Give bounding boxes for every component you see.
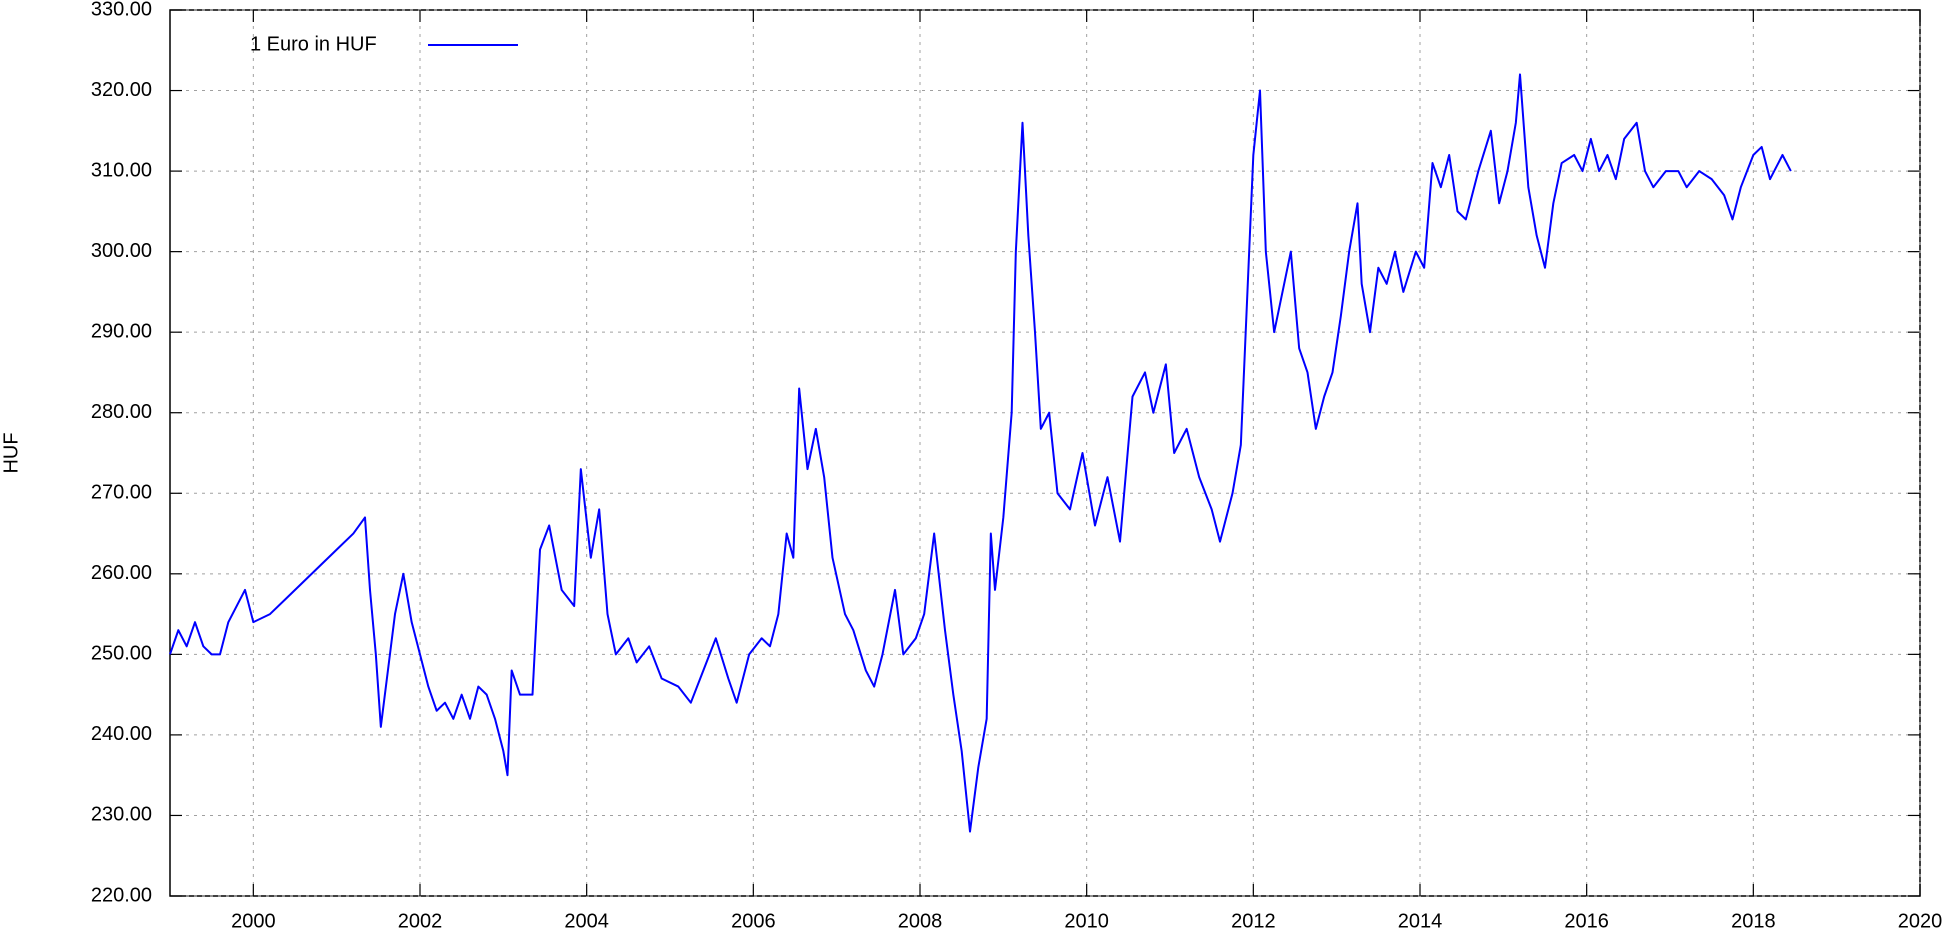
y-tick-label: 300.00 [91,240,152,262]
x-tick-label: 2004 [564,910,609,932]
y-tick-label: 270.00 [91,482,152,504]
y-tick-label: 260.00 [91,562,152,584]
x-tick-label: 2014 [1398,910,1443,932]
y-tick-label: 250.00 [91,643,152,665]
y-tick-label: 290.00 [91,320,152,342]
plot-frame [169,9,1921,897]
y-tick-label: 280.00 [91,401,152,423]
y-tick-label: 230.00 [91,804,152,826]
x-tick-label: 2010 [1064,910,1109,932]
x-tick-label: 2000 [231,910,276,932]
x-tick-label: 2012 [1231,910,1276,932]
y-axis-label: HUF [0,432,22,473]
x-tick-label: 2018 [1731,910,1776,932]
x-tick-label: 2016 [1564,910,1609,932]
y-tick-label: 240.00 [91,723,152,745]
data-line [169,73,1792,833]
y-tick-label: 330.00 [91,0,152,20]
y-tick-label: 320.00 [91,79,152,101]
x-tick-label: 2002 [398,910,443,932]
x-tick-label: 2020 [1898,910,1943,932]
x-tick-label: 2008 [898,910,943,932]
x-tick-label: 2006 [731,910,776,932]
legend-label: 1 Euro in HUF [250,33,377,55]
y-tick-label: 310.00 [91,159,152,181]
y-tick-label: 220.00 [91,884,152,906]
